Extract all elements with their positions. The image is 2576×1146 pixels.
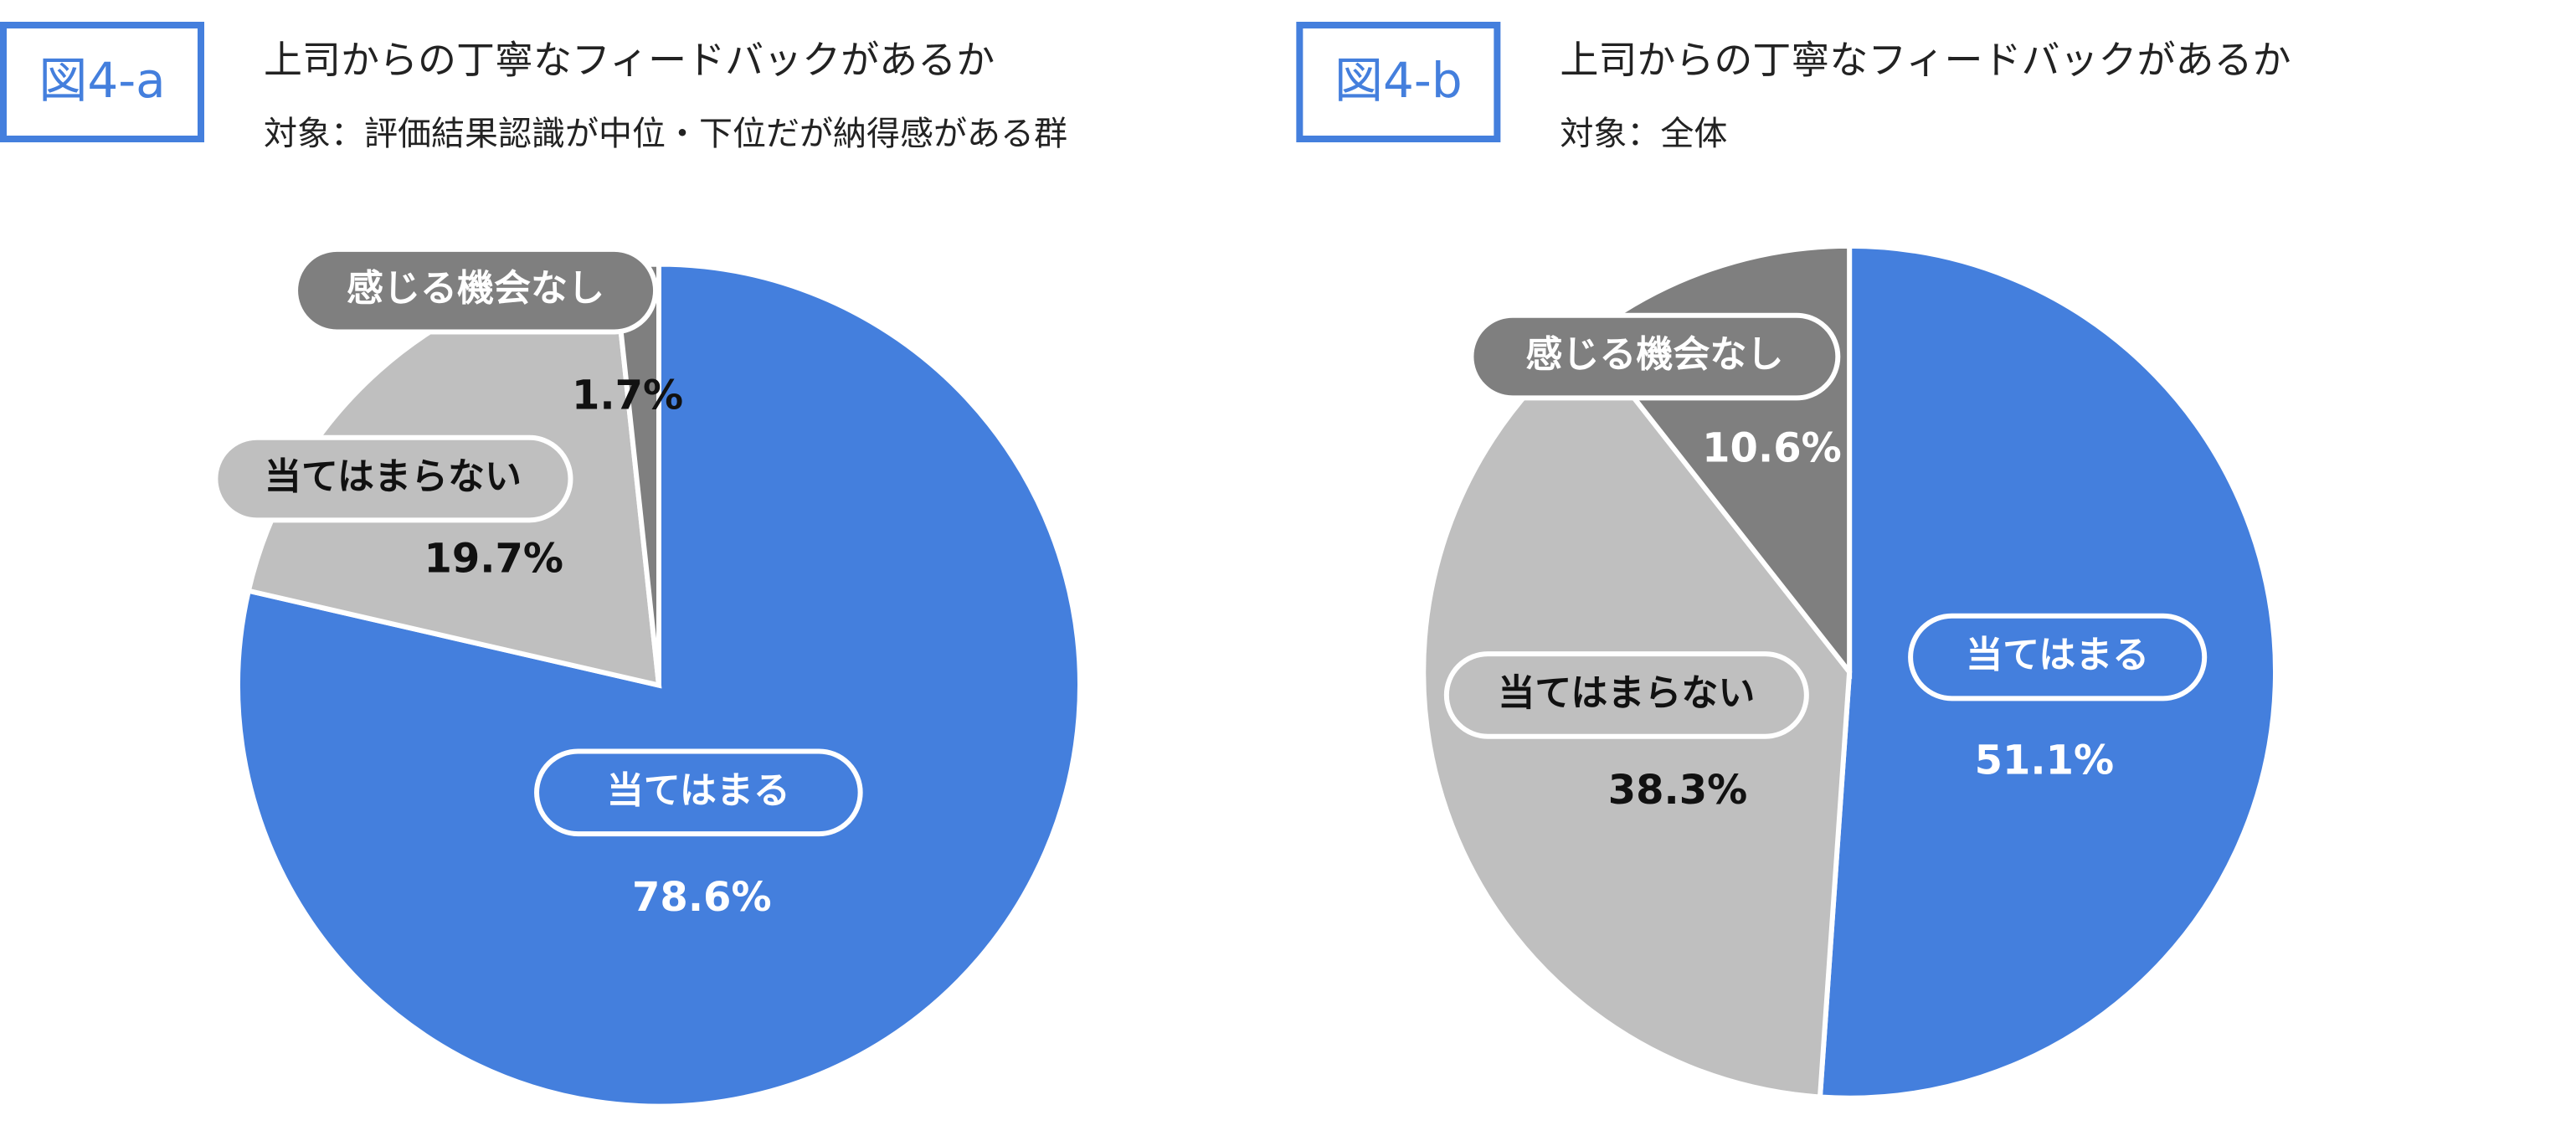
chart-title: 上司からの丁寧なフィードバックがあるか [264,38,995,83]
label-pill [213,434,573,523]
figure-label-box [0,22,204,142]
label-pill [1908,613,2208,701]
label-pill [293,246,659,335]
label-pill [1468,312,1841,401]
label-pill [534,748,863,837]
label-pill [1443,651,1809,739]
figure-label: 図4-b [1334,52,1463,109]
value-label: 1.7% [572,372,683,419]
value-label: 38.3% [1608,767,1748,814]
figure-label: 図4-a [39,52,165,109]
value-label: 19.7% [424,536,563,583]
chart-subtitle: 対象：全体 [1560,115,1727,153]
value-label: 51.1% [1975,737,2115,784]
pie-slice [235,261,1082,1109]
value-label: 78.6% [632,874,772,921]
category-label: 感じる機会なし [347,267,604,310]
category-label: 当てはまる [1966,634,2149,676]
category-label: 感じる機会なし [1525,333,1783,376]
chart-subtitle: 対象：評価結果認識が中位・下位だが納得感がある群 [264,115,1067,153]
category-label: 当てはまらない [265,455,522,498]
chart-title: 上司からの丁寧なフィードバックがあるか [1560,38,2291,83]
category-label: 当てはまる [607,769,790,812]
category-label: 当てはまらない [1498,671,1755,714]
value-label: 10.6% [1702,424,1842,471]
figure-label-box [1296,22,1501,142]
